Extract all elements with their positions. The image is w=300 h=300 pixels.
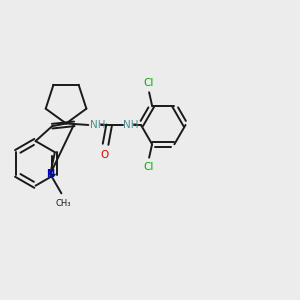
Text: Cl: Cl [143,78,153,88]
Text: NH: NH [123,120,139,130]
Text: NH: NH [90,120,105,130]
Text: CH₃: CH₃ [55,199,70,208]
Text: Cl: Cl [143,162,153,172]
Text: O: O [101,150,109,160]
Text: N: N [46,169,54,179]
